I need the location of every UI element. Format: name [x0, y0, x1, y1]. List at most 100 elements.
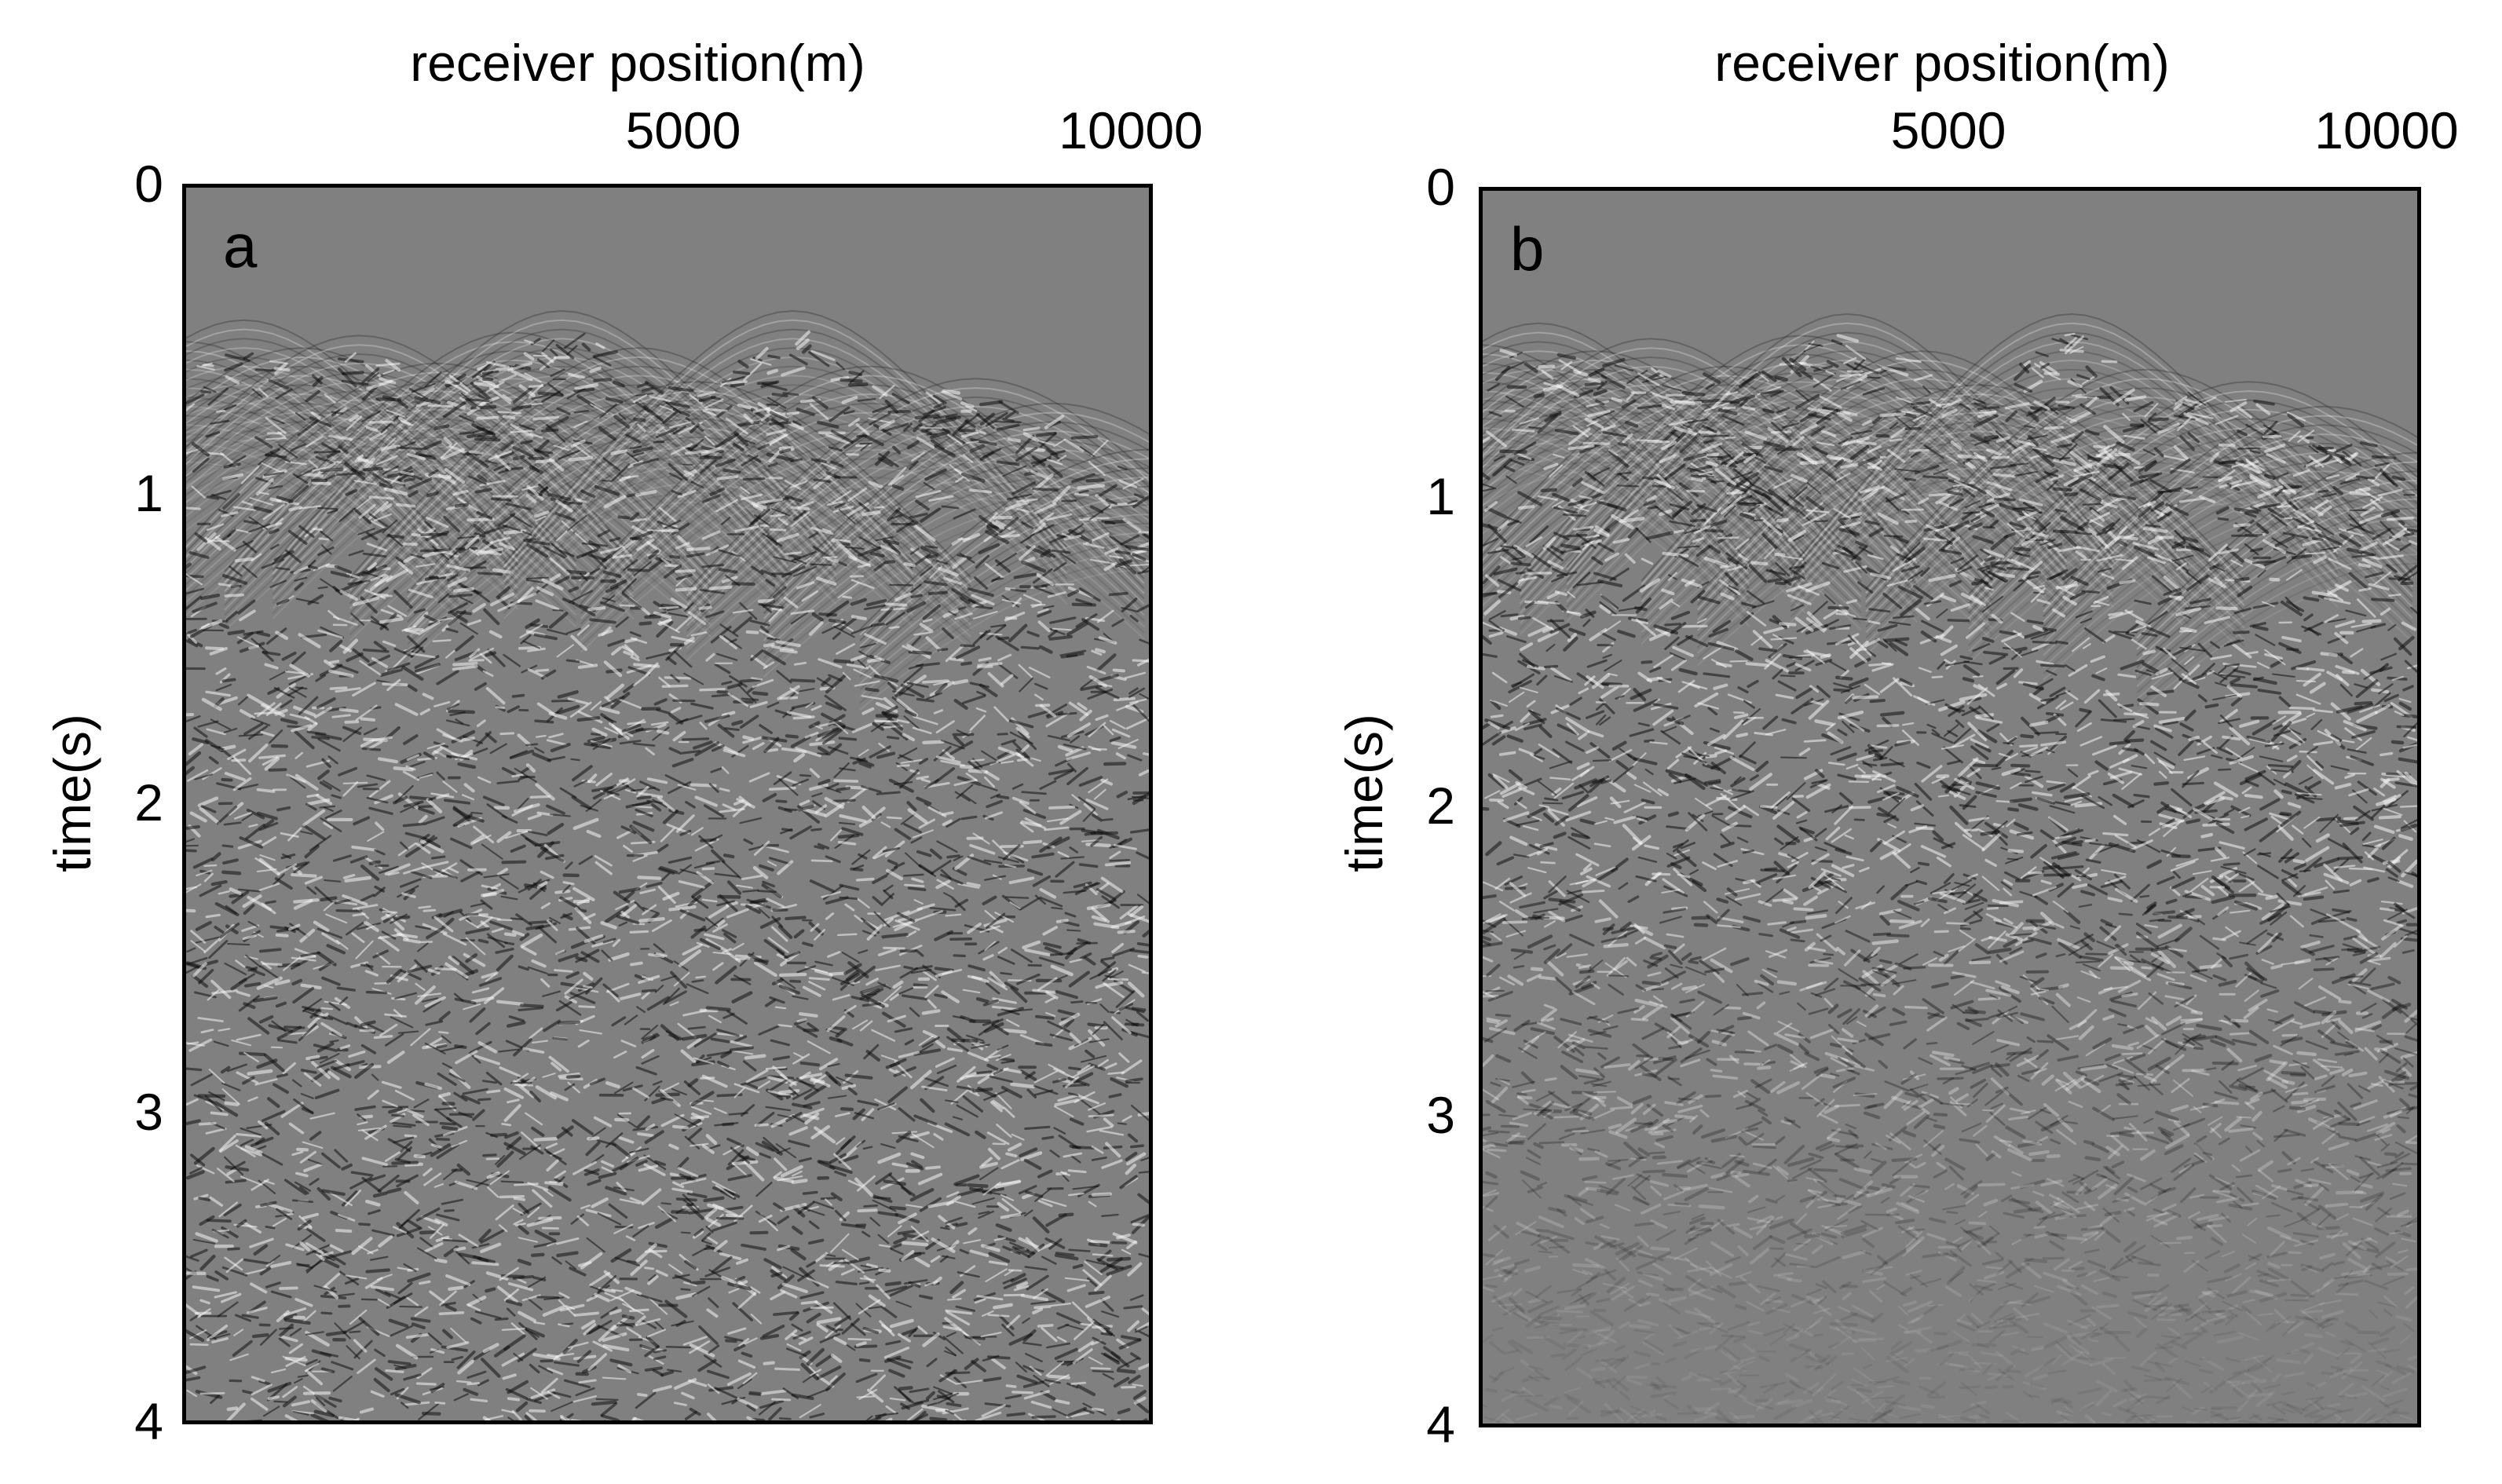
seismic-wavelet [1037, 609, 1052, 618]
seismic-wavelet [997, 746, 1025, 758]
seismic-wavelet [967, 1183, 989, 1188]
seismic-wavelet [341, 1190, 358, 1207]
seismic-wavelet [998, 1314, 1015, 1330]
seismic-wavelet [627, 666, 650, 676]
seismic-wavelet [520, 440, 533, 445]
seismic-wavelet [1007, 437, 1022, 443]
seismic-wavelet [422, 923, 448, 935]
seismic-wavelet [798, 1157, 812, 1163]
diffraction-curve [763, 504, 1149, 665]
seismic-wavelet [789, 979, 801, 983]
seismic-wavelet [1022, 432, 1039, 442]
seismic-wavelet [565, 1305, 576, 1310]
seismic-wavelet [920, 546, 939, 557]
seismic-wavelet [540, 356, 557, 371]
seismic-wavelet [503, 653, 521, 667]
seismic-wavelet [933, 444, 956, 458]
seismic-wavelet [531, 1126, 545, 1137]
seismic-wavelet [644, 615, 662, 620]
seismic-wavelet [847, 1087, 858, 1096]
diffraction-curve [186, 442, 462, 612]
seismic-wavelet [372, 1191, 388, 1198]
seismic-wavelet [468, 450, 484, 455]
seismic-wavelet [1059, 649, 1087, 657]
seismic-wavelet [654, 1321, 665, 1330]
seismic-wavelet [983, 776, 996, 788]
seismic-wavelet [695, 1055, 705, 1064]
seismic-wavelet [810, 1076, 831, 1087]
seismic-wavelet [186, 587, 205, 595]
seismic-wavelet [718, 568, 738, 574]
seismic-wavelet [564, 332, 586, 349]
seismic-wavelet [1129, 1294, 1144, 1301]
seismic-wavelet [602, 1332, 627, 1342]
seismic-wavelet [645, 380, 664, 395]
seismic-wavelet [1024, 1266, 1048, 1271]
seismic-wavelet [258, 388, 269, 398]
seismic-wavelet [186, 573, 203, 586]
seismic-wavelet [383, 477, 404, 485]
seismic-wavelet [238, 995, 260, 1012]
seismic-wavelet [1116, 1369, 1136, 1374]
seismic-wavelet [403, 1263, 417, 1273]
seismic-wavelet [670, 674, 681, 683]
seismic-wavelet [472, 747, 488, 755]
seismic-wavelet [198, 1197, 211, 1202]
seismic-wavelet [298, 505, 322, 510]
seismic-wavelet [197, 1017, 224, 1022]
seismic-wavelet [883, 889, 894, 900]
seismic-wavelet [1075, 613, 1098, 628]
seismic-wavelet [790, 506, 810, 511]
seismic-wavelet [1018, 1185, 1037, 1195]
seismic-wavelet [366, 796, 389, 804]
seismic-wavelet [810, 458, 827, 464]
seismic-wavelet [438, 1031, 449, 1034]
seismic-wavelet [1142, 566, 1149, 573]
seismic-wavelet [338, 1416, 360, 1420]
seismic-wavelet [278, 1337, 291, 1347]
seismic-wavelet [1118, 557, 1137, 575]
seismic-wavelet [841, 396, 858, 404]
seismic-wavelet [276, 682, 296, 699]
seismic-wavelet [1064, 1277, 1090, 1282]
seismic-wavelet [726, 908, 749, 919]
seismic-wavelet [1022, 940, 1041, 949]
seismic-wavelet [847, 487, 867, 502]
seismic-wavelet [426, 491, 439, 498]
seismic-wavelet [858, 650, 869, 658]
seismic-wavelet [793, 929, 805, 939]
seismic-wavelet [1086, 665, 1107, 674]
seismic-wavelet [1021, 560, 1047, 573]
seismic-wavelet [904, 709, 917, 717]
seismic-wavelet [792, 1102, 813, 1109]
seismic-wavelet [688, 1208, 716, 1215]
seismic-wavelet [832, 1302, 852, 1321]
seismic-wavelet [587, 1136, 600, 1141]
seismic-wavelet [632, 446, 653, 454]
seismic-wavelet [373, 641, 387, 652]
seismic-wavelet [656, 427, 678, 439]
seismic-wavelet [419, 773, 433, 779]
seismic-wavelet [1101, 1310, 1120, 1318]
seismic-wavelet [644, 1345, 660, 1358]
seismic-wavelet [903, 965, 914, 970]
seismic-wavelet [390, 1387, 405, 1396]
seismic-wavelet [858, 502, 870, 512]
diffraction-curve [186, 393, 519, 584]
seismic-wavelet [546, 1159, 559, 1171]
seismic-wavelet [372, 473, 392, 486]
seismic-wavelet [1008, 1008, 1033, 1013]
seismic-wavelet [560, 912, 572, 919]
diffraction-curve [186, 349, 462, 564]
seismic-wavelet [186, 1389, 198, 1398]
seismic-wavelet [619, 1198, 641, 1204]
seismic-wavelet [621, 592, 642, 609]
seismic-wavelet [419, 839, 444, 853]
seismic-wavelet [832, 994, 850, 1001]
seismic-wavelet [954, 612, 973, 620]
seismic-wavelet [1059, 1012, 1081, 1026]
seismic-wavelet [910, 836, 923, 844]
seismic-wavelet [669, 1172, 682, 1178]
seismic-wavelet [477, 474, 488, 483]
seismic-wavelet [713, 1107, 727, 1114]
